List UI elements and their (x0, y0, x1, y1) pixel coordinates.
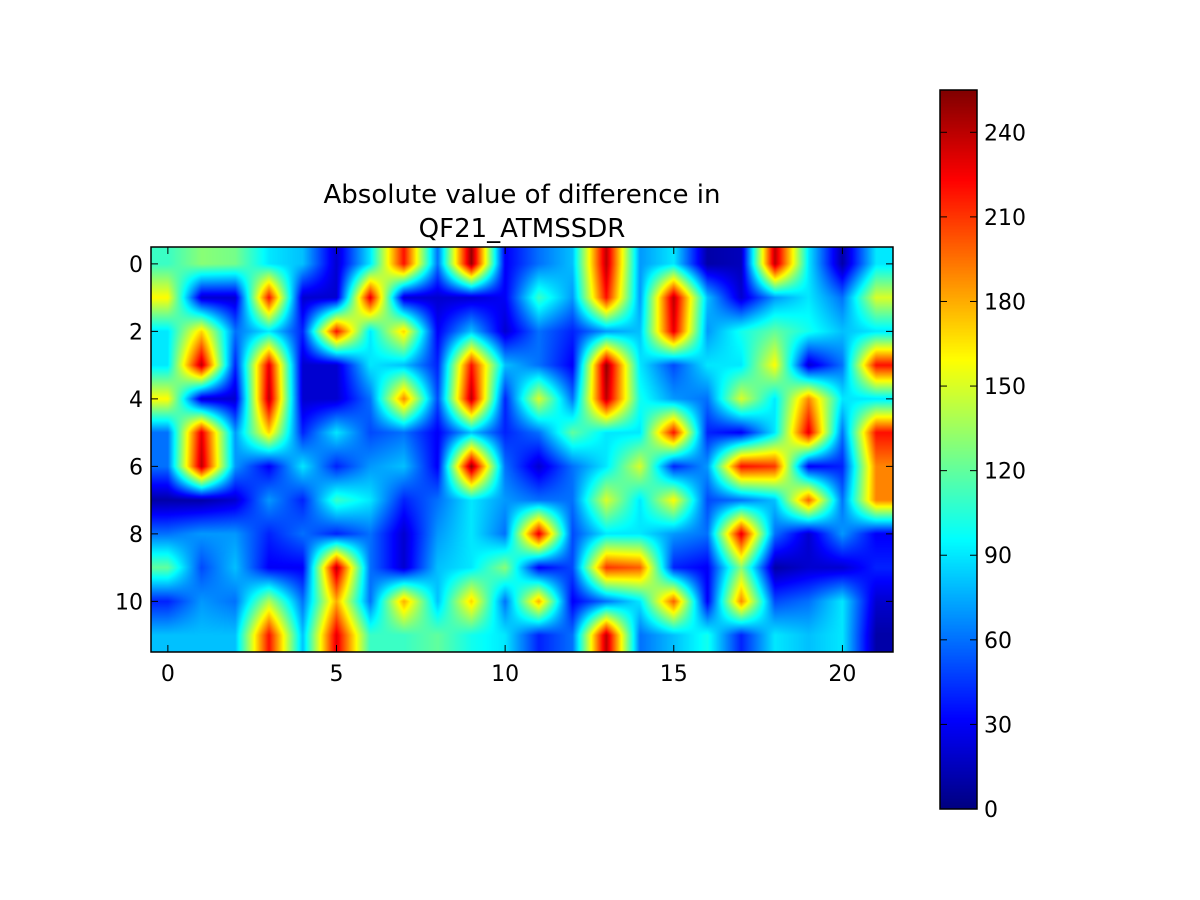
heatmap-frame (150, 246, 894, 653)
colorbar-tick-label: 120 (984, 460, 1026, 485)
colorbar-gradient (940, 90, 977, 809)
y-tick-label: 6 (129, 455, 143, 480)
colorbar-tick-label: 90 (984, 544, 1012, 569)
chart-title-line-1: Absolute value of difference in (324, 180, 721, 210)
y-tick-label: 4 (129, 388, 143, 413)
y-tick-label: 0 (129, 253, 143, 278)
y-tick-label: 10 (115, 590, 143, 615)
y-tick-label: 8 (129, 523, 143, 548)
colorbar-axes: 0 30 60 90 120 150 180 210 240 (939, 89, 1026, 823)
colorbar-tick-label: 0 (984, 798, 998, 823)
colorbar-tick-label: 210 (984, 206, 1026, 231)
y-tick-label: 2 (129, 320, 143, 345)
heatmap-axes: 0 5 10 15 20 0 2 4 6 8 10 (115, 246, 894, 687)
colorbar-frame (939, 89, 978, 810)
heatmap-image (151, 247, 893, 652)
x-tick-label: 20 (828, 662, 856, 687)
colorbar-tick-label: 240 (984, 121, 1026, 146)
x-tick-label: 0 (161, 662, 175, 687)
chart-title-line-2: QF21_ATMSSDR (419, 214, 626, 244)
x-tick-label: 10 (491, 662, 519, 687)
colorbar-tick-label: 180 (984, 290, 1026, 315)
colorbar-tick-label: 60 (984, 629, 1012, 654)
colorbar-tick-label: 150 (984, 375, 1026, 400)
x-tick-label: 5 (330, 662, 344, 687)
colorbar-tick-label: 30 (984, 713, 1012, 738)
x-tick-label: 15 (660, 662, 688, 687)
